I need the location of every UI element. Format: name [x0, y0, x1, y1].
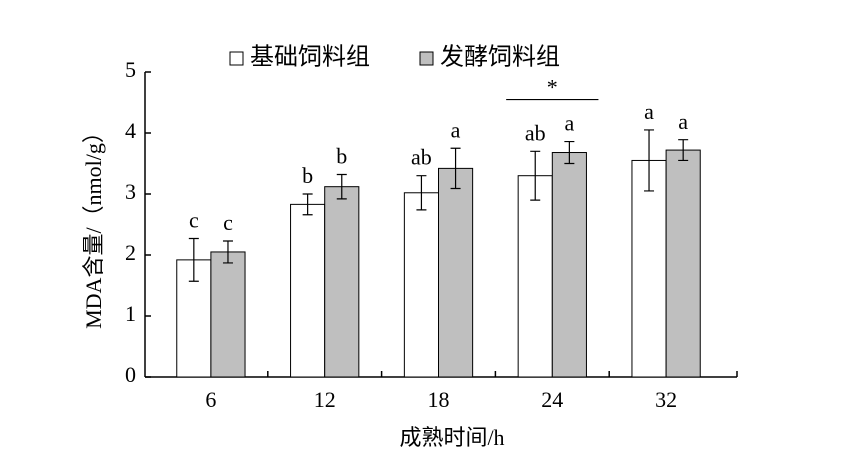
- data-label: c: [189, 208, 199, 233]
- significance-mark: *: [547, 75, 558, 100]
- bar: [438, 167, 474, 378]
- x-tick-label: 12: [314, 387, 336, 412]
- error-bar: [678, 139, 689, 162]
- error-bar: [644, 129, 655, 192]
- legend-label: 发酵饲料组: [440, 44, 560, 71]
- y-axis-label: MDA含量/（nmol/g）: [81, 121, 106, 329]
- data-label: a: [451, 117, 461, 142]
- bar: [551, 152, 587, 378]
- x-tick-label: 18: [428, 387, 450, 412]
- data-label: ab: [411, 145, 432, 170]
- y-tick-label: 0: [125, 362, 136, 387]
- error-bar: [336, 173, 347, 200]
- data-label: c: [223, 210, 233, 235]
- y-tick-label: 5: [125, 57, 136, 82]
- y-tick-label: 4: [125, 118, 136, 143]
- legend-swatch: [229, 51, 244, 66]
- x-tick-label: 32: [655, 387, 677, 412]
- bar: [631, 159, 667, 378]
- x-tick-label: 24: [541, 387, 563, 412]
- error-bar: [416, 175, 427, 211]
- x-tick-label: 6: [205, 387, 216, 412]
- bar: [324, 186, 360, 378]
- data-label: a: [644, 99, 654, 124]
- legend-swatch: [419, 51, 434, 66]
- y-tick-label: 1: [125, 301, 136, 326]
- bar: [210, 251, 246, 378]
- y-tick-label: 2: [125, 240, 136, 265]
- data-label: ab: [525, 120, 546, 145]
- error-bar: [564, 140, 575, 165]
- bar: [290, 203, 326, 378]
- error-bar: [302, 193, 313, 216]
- legend-label: 基础饲料组: [250, 44, 370, 71]
- data-label: a: [678, 109, 688, 134]
- y-tick-label: 3: [125, 179, 136, 204]
- error-bar: [450, 147, 461, 190]
- data-label: b: [302, 163, 313, 188]
- bar: [517, 175, 553, 378]
- error-bar: [530, 150, 541, 201]
- error-bar: [222, 240, 233, 264]
- data-label: a: [564, 111, 574, 136]
- error-bar: [188, 237, 199, 282]
- bar: [403, 192, 439, 378]
- data-label: b: [336, 144, 347, 169]
- bar: [665, 149, 701, 378]
- x-axis-label: 成熟时间/h: [399, 425, 504, 450]
